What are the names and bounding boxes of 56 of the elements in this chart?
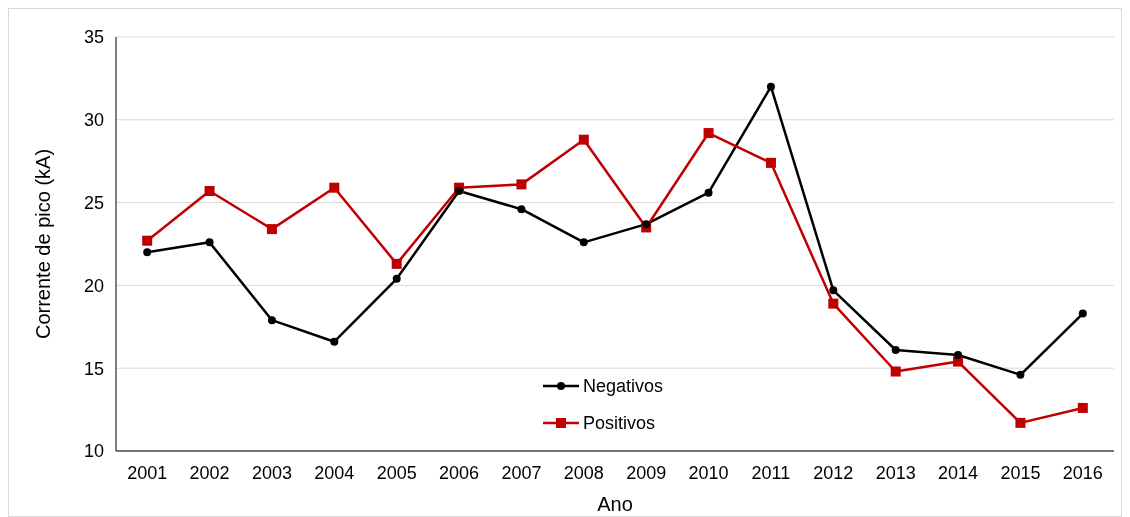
point <box>828 298 839 309</box>
x-tick-label: 2013 <box>875 463 916 483</box>
point <box>392 274 401 283</box>
y-tick-label: 20 <box>83 275 104 296</box>
point <box>579 238 588 247</box>
point <box>266 224 277 235</box>
point <box>330 337 339 346</box>
x-axis-title: Ano <box>597 493 633 515</box>
point <box>765 157 776 168</box>
point <box>954 350 963 359</box>
x-tick-label: 2011 <box>751 463 791 483</box>
point <box>205 238 214 247</box>
y-tick-label: 25 <box>83 192 104 213</box>
point <box>329 182 340 193</box>
point <box>766 82 775 91</box>
point <box>391 258 402 269</box>
x-tick-label: 2008 <box>563 463 604 483</box>
x-tick-label: 2001 <box>127 463 168 483</box>
x-tick-label: 2015 <box>1000 463 1041 483</box>
y-tick-label: 15 <box>83 358 104 379</box>
x-tick-label: 2003 <box>251 463 292 483</box>
point <box>267 316 276 325</box>
point <box>516 179 527 190</box>
x-tick-label: 2006 <box>439 463 480 483</box>
point <box>204 186 215 197</box>
x-tick-label: 2002 <box>189 463 230 483</box>
point <box>829 286 838 295</box>
point <box>455 187 464 196</box>
point <box>1015 417 1026 428</box>
x-tick-label: 2010 <box>688 463 729 483</box>
point <box>142 235 153 246</box>
point <box>1077 402 1088 413</box>
x-tick-label: 2007 <box>501 463 542 483</box>
legend-label: Positivos <box>583 413 656 434</box>
legend-label: Negativos <box>583 376 664 397</box>
point <box>703 128 714 139</box>
x-tick-label: 2014 <box>938 463 979 483</box>
point <box>953 356 964 367</box>
x-tick-label: 2012 <box>813 463 854 483</box>
point <box>890 366 901 377</box>
x-tick-label: 2009 <box>626 463 667 483</box>
point <box>891 345 900 354</box>
y-tick-label: 35 <box>83 27 104 48</box>
point <box>578 134 589 145</box>
point <box>704 188 713 197</box>
point <box>1016 370 1025 379</box>
y-axis-title: Corrente de pico (kA) <box>32 148 54 340</box>
point <box>143 248 152 257</box>
point <box>517 205 526 214</box>
y-tick-label: 10 <box>83 441 104 462</box>
x-tick-label: 2004 <box>314 463 355 483</box>
x-tick-label: 2016 <box>1062 463 1103 483</box>
y-tick-label: 30 <box>83 110 104 131</box>
point <box>1078 309 1087 318</box>
point <box>642 220 651 229</box>
x-tick-label: 2005 <box>376 463 417 483</box>
